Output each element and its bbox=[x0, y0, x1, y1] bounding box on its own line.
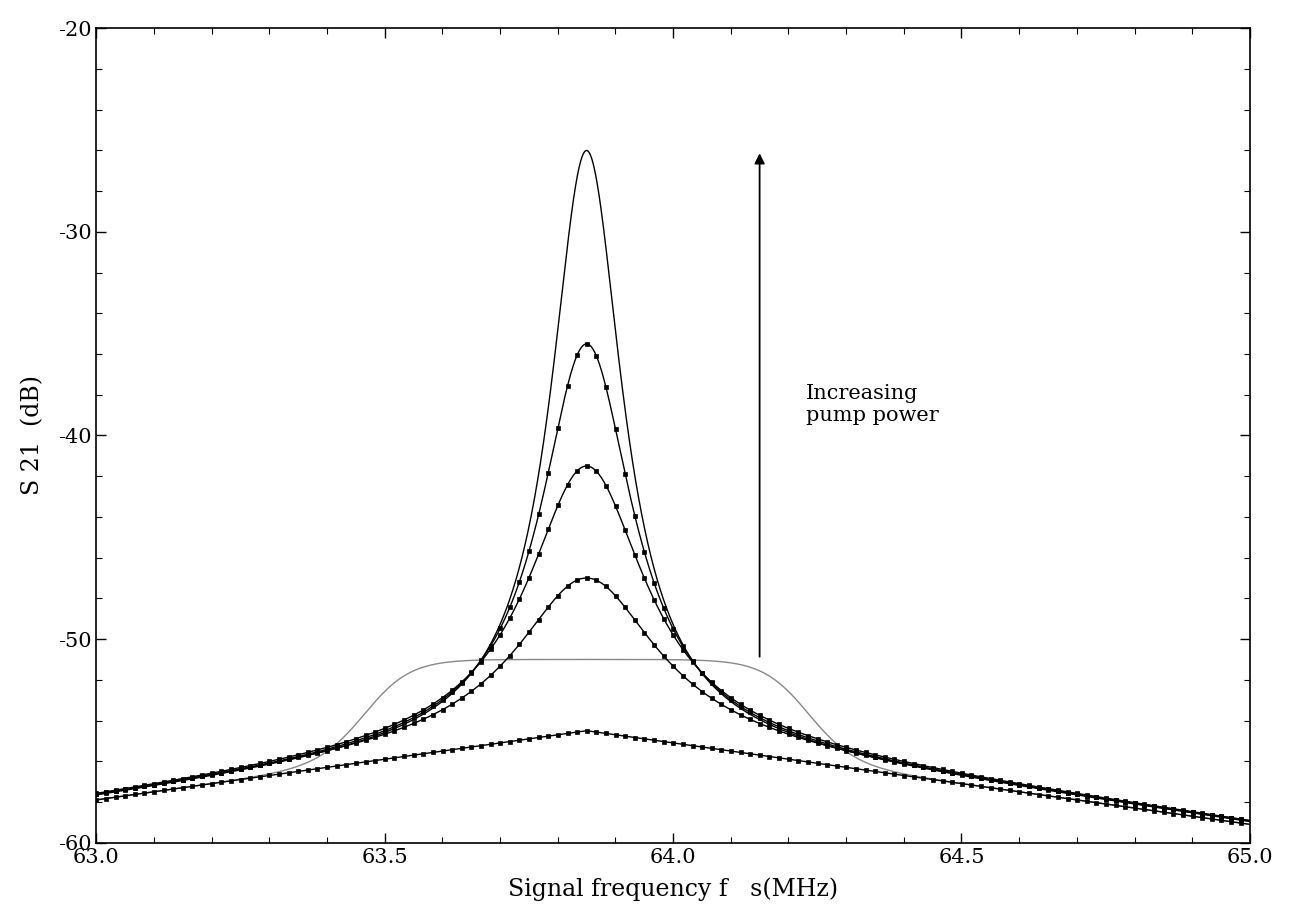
X-axis label: Signal frequency f   s(MHz): Signal frequency f s(MHz) bbox=[509, 878, 839, 901]
Y-axis label: S 21  (dB): S 21 (dB) bbox=[21, 375, 44, 495]
Text: Increasing
pump power: Increasing pump power bbox=[806, 384, 938, 425]
